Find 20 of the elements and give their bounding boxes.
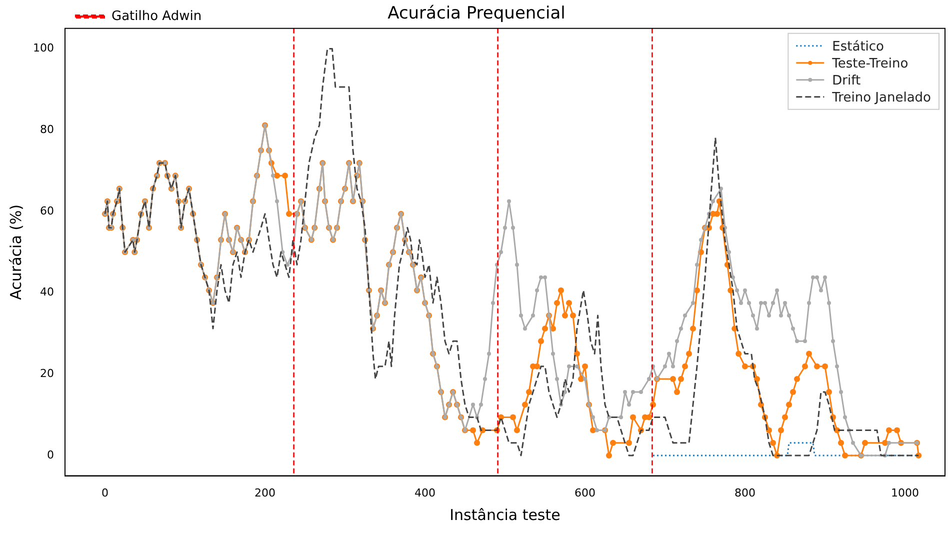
x-tick-label: 400 — [414, 486, 436, 500]
y-tick-label: 60 — [40, 204, 54, 218]
chart-title: Acurácia Prequencial — [388, 4, 566, 24]
y-tick-label: 80 — [40, 122, 54, 136]
x-tick-label: 800 — [734, 486, 756, 500]
y-axis-title: Acurácia (%) — [6, 204, 25, 300]
x-tick-label: 1000 — [891, 486, 919, 500]
y-tick-label: 40 — [40, 286, 54, 299]
x-tick-label: 600 — [574, 486, 596, 500]
x-tick-label: 200 — [254, 486, 276, 500]
legend-label: Drift — [832, 73, 861, 88]
legend-label: Treino Janelado — [831, 90, 932, 106]
x-tick-label: 0 — [101, 486, 108, 500]
x-axis-title: Instância teste — [450, 506, 560, 524]
legend-label: Teste-Treino — [831, 56, 908, 72]
y-tick-label: 20 — [40, 366, 54, 380]
legend-label: Estático — [832, 39, 884, 54]
legend-label: Gatilho Adwin — [111, 8, 202, 24]
y-tick-label: 0 — [46, 448, 54, 462]
y-tick-label: 100 — [32, 42, 54, 55]
